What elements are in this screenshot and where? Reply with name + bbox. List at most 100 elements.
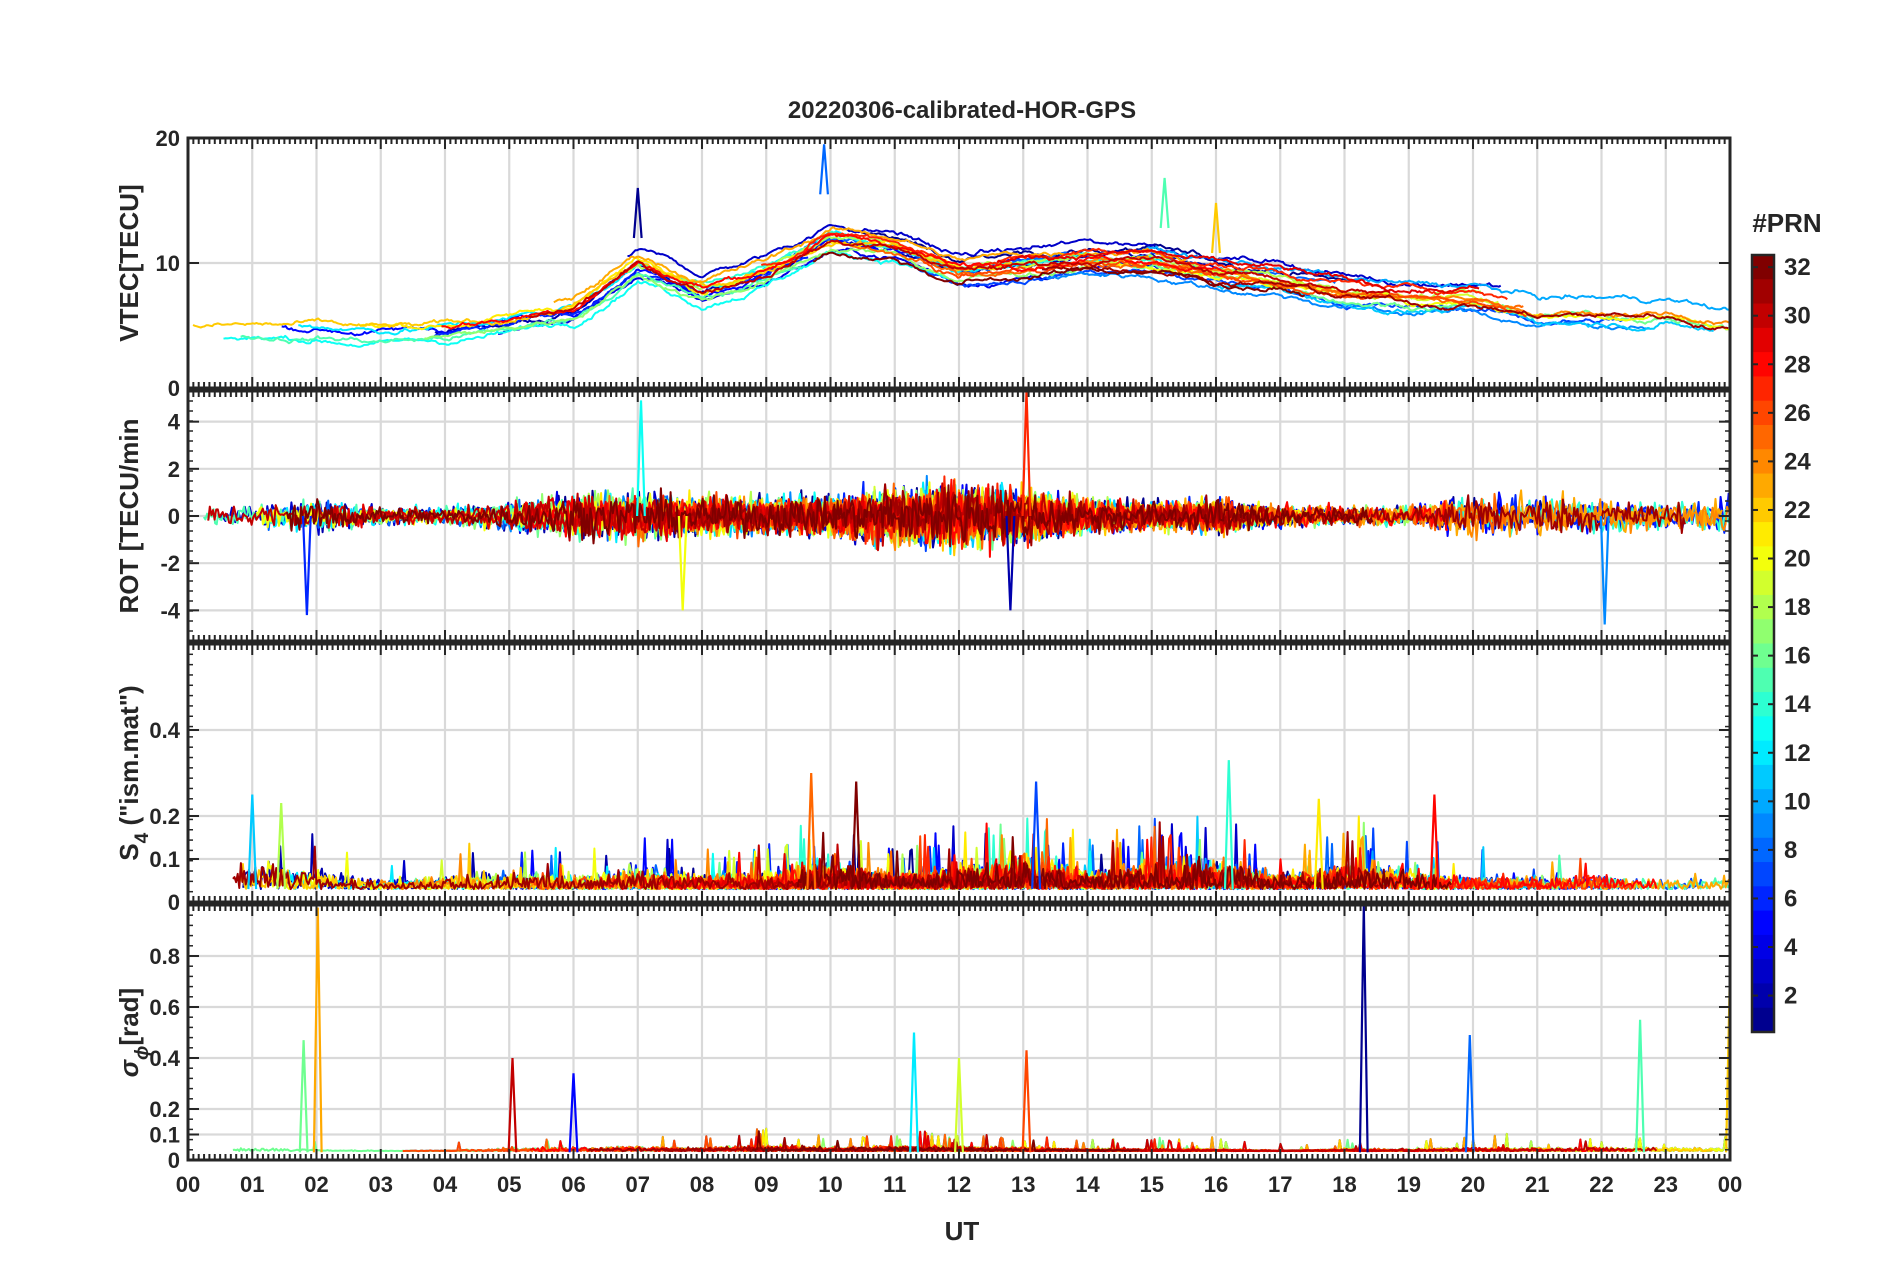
x-tick-label: 14 [1075,1172,1100,1197]
series-line [796,831,1453,890]
series-line [922,260,1527,318]
x-tick-label: 01 [240,1172,264,1197]
grid [188,138,1730,388]
peak-spike [312,907,323,1153]
series-line [441,233,1240,330]
colorbar-segment [1752,619,1774,644]
y-tick-label: 2 [168,457,180,482]
colorbar-segment [1752,376,1774,402]
colorbar-tick-label: 24 [1784,448,1811,475]
peak-spike [1358,905,1369,1153]
series-line [553,226,1186,304]
colorbar-segment [1752,643,1774,669]
colorbar-segment [1752,279,1774,305]
series-line [627,224,1502,288]
colorbar-segment [1752,546,1774,572]
grid [188,905,1730,1160]
y-ticks: 0 0.1 0.2 0.4 [149,653,1730,915]
colorbar-segment [1752,764,1774,790]
peak-spike [954,1057,964,1153]
peak-spike [247,794,258,890]
series-line [528,239,1391,318]
y-tick-label: 20 [156,126,180,151]
colorbar-tick-label: 14 [1784,691,1811,718]
x-tick-label: 19 [1397,1172,1421,1197]
y-tick-label: 0.2 [149,804,180,829]
colorbar-segment [1752,303,1774,329]
y-ticks: 00.10.2 0.4 0.6 0.8 [149,914,1730,1173]
series-group [202,391,1730,625]
peak-spike [677,515,688,611]
colorbar-tick-label: 32 [1784,254,1811,281]
series-line [285,484,1374,548]
series-group [232,760,1730,891]
panel-s4: 0 0.1 0.2 0.4S4 ("ism.mat") [114,642,1732,915]
x-tick-label: 13 [1011,1172,1035,1197]
colorbar-tick-label: 28 [1784,351,1811,378]
x-tick-label: 20 [1461,1172,1485,1197]
peak-spike [1021,391,1032,517]
colorbar-segment [1752,983,1774,1009]
y-tick-label: 0.8 [149,944,180,969]
colorbar-frame [1750,253,1776,1034]
peak-spike [1223,760,1234,890]
y-tick-label: 0.6 [149,995,180,1020]
x-tick-label: 00 [176,1172,200,1197]
colorbar-segment [1752,813,1774,839]
x-tick-label: 22 [1589,1172,1613,1197]
peak-spike [568,1073,579,1153]
peak-spike [1005,515,1016,611]
series-line [1046,271,1651,331]
colorbar-tick-label: 18 [1784,594,1811,621]
colorbar-segment [1752,789,1774,814]
y-ticks: 0 10 20 [156,126,1730,401]
series-line [240,266,802,345]
colorbar-segment [1752,862,1774,887]
x-ticks [187,905,1731,1160]
x-tick-label: 23 [1654,1172,1678,1197]
x-ticks [187,138,1731,388]
y-axis-label: S4 ("ism.mat") [114,685,153,860]
colorbar-tick-label: 4 [1784,934,1798,961]
colorbar-segment [1752,255,1774,280]
x-tick-label: 16 [1204,1172,1228,1197]
colorbar-segment [1752,934,1774,960]
colorbar-tick-label: 30 [1784,303,1811,330]
y-tick-label: -2 [160,551,180,576]
x-tick-label: 00 [1718,1172,1742,1197]
peak-spike [301,515,312,616]
colorbar-tick-label: 12 [1784,740,1811,767]
y-tick-label: 0 [168,504,180,529]
x-tick-label: 12 [947,1172,971,1197]
colorbar-segment [1752,400,1774,426]
colorbar-segment [1752,497,1774,523]
x-tick-label: 10 [818,1172,842,1197]
x-tick-label: 09 [754,1172,778,1197]
peak-spike [806,772,817,890]
colorbar-tick-label: 8 [1784,837,1797,864]
colorbar-segment [1752,352,1774,377]
peak-spike [819,144,829,195]
colorbar-segment [1752,837,1774,863]
colorbar-segment [1752,740,1774,766]
y-tick-label: 0.1 [149,1123,180,1148]
colorbar-segment [1752,473,1774,499]
panel-rot: -4 -2 0 2 4 ROT [TECU/min [114,389,1732,643]
panel-sigma-phi: 00.10.2 0.4 0.6 0.8 σϕ[rad] [114,903,1732,1173]
peak-spike [1021,1050,1032,1153]
peak-spike [1599,515,1610,625]
y-tick-label: 4 [168,410,181,435]
colorbar-tick-label: 10 [1784,788,1811,815]
peak-spike [1313,798,1324,890]
series-line [1146,245,1730,311]
peak-spike [1635,1019,1645,1153]
x-axis-label: UT [945,1216,980,1246]
peak-spike [1211,202,1221,254]
colorbar-tick-label: 16 [1784,643,1811,670]
chart-title: 20220306-calibrated-HOR-GPS [788,97,1136,124]
colorbar-segment [1752,692,1774,717]
y-axis-label: ROT [TECU/min [114,419,144,614]
colorbar-tick-label: 26 [1784,400,1811,427]
peak-spike [1159,177,1170,229]
